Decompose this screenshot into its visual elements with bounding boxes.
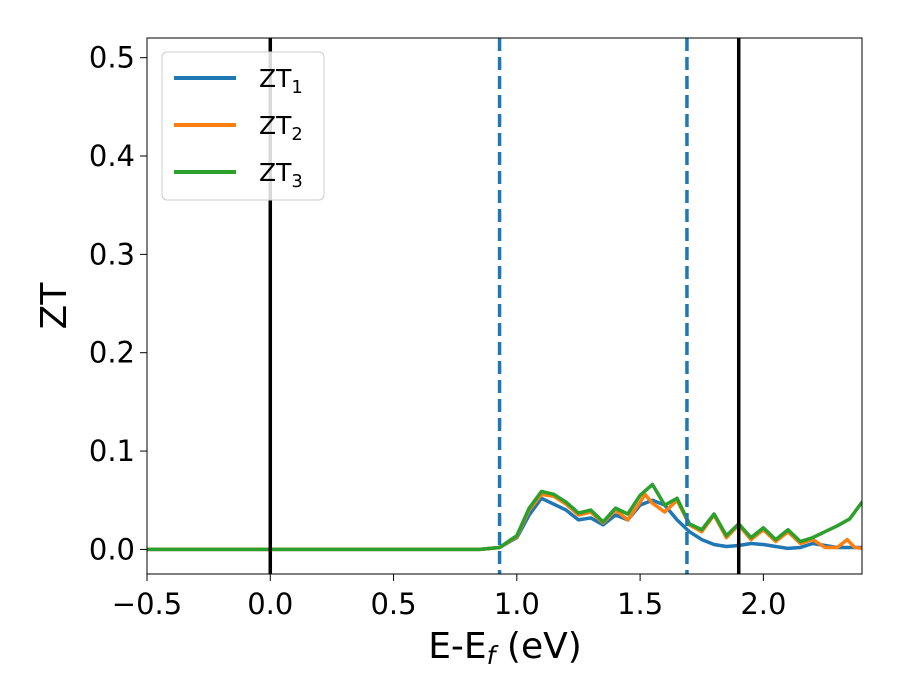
x-tick-label: 0.0 xyxy=(247,587,293,621)
y-tick-label: 0.4 xyxy=(89,139,135,173)
x-tick-label: −0.5 xyxy=(112,587,182,621)
y-tick-label: 0.2 xyxy=(89,336,135,370)
y-tick-label: 0.0 xyxy=(89,532,135,566)
legend-box xyxy=(161,51,325,201)
series-line-zt1 xyxy=(147,496,862,552)
series-line-zt3 xyxy=(147,482,862,552)
x-tick-label: 2.0 xyxy=(740,587,786,621)
plot-frame xyxy=(146,37,863,575)
x-tick-label: 1.0 xyxy=(494,587,540,621)
legend: ZT1 ZT2 ZT3 xyxy=(161,51,325,201)
axes: −0.5 0.0 0.5 1.0 1.5 2.0 0.0 0.1 0.2 0.3 0.4 0.5 xyxy=(89,37,863,621)
y-tick-label: 0.3 xyxy=(89,237,135,271)
legend-label-zt1: ZT1 xyxy=(259,64,303,98)
x-axis-label: E-Ef (eV) xyxy=(428,626,582,670)
y-tick-label: 0.1 xyxy=(89,434,135,468)
y-tick-label: 0.5 xyxy=(89,41,135,75)
series-line-zt2 xyxy=(147,492,862,552)
legend-label-zt2: ZT2 xyxy=(259,111,303,145)
legend-label-zt3: ZT3 xyxy=(259,158,303,192)
y-axis-label: ZT xyxy=(34,282,75,330)
x-tick-label: 1.5 xyxy=(617,587,663,621)
x-tick-label: 0.5 xyxy=(370,587,416,621)
